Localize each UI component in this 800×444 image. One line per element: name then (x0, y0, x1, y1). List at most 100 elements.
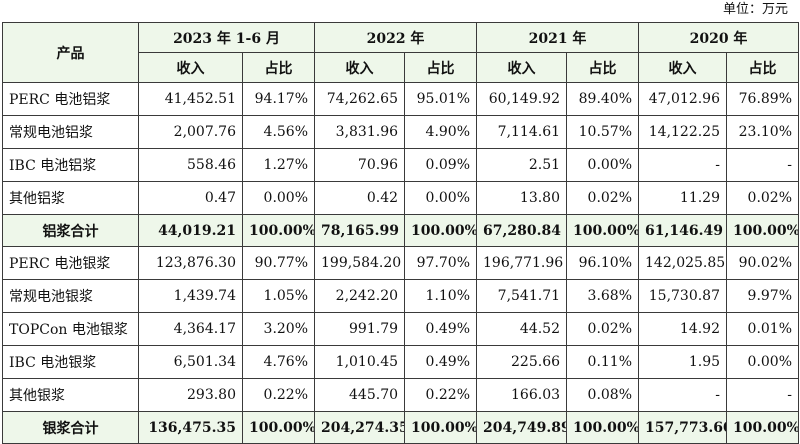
period-header: 2020 年 (638, 22, 800, 53)
unit-label: 单位：万元 (722, 2, 788, 17)
revenue-cell: 0.42 (314, 181, 406, 215)
table-row: 常规电池铝浆 2,007.76 4.56% 3,831.96 4.90% 7,114.61… (2, 115, 800, 149)
share-cell: 3.20% (241, 312, 316, 346)
table-row: 其他银浆 293.80 0.22% 445.70 0.22% 166.03 0.08% - - (2, 378, 800, 412)
revenue-table: 产品 2023 年 1-6 月 2022 年 2021 年 2020 年 收入 … (2, 22, 800, 444)
revenue-cell: 2.51 (476, 148, 568, 182)
revenue-header: 收入 (638, 52, 728, 83)
share-cell: 0.01% (726, 312, 800, 346)
share-cell: 100.00% (566, 411, 640, 444)
share-cell: 0.00% (726, 345, 800, 379)
revenue-cell: 2,007.76 (138, 115, 243, 149)
table-row: IBC 电池铝浆 558.46 1.27% 70.96 0.09% 2.51 0.00% - - (2, 148, 800, 182)
revenue-cell: 123,876.30 (138, 246, 243, 280)
share-cell: - (726, 378, 800, 412)
revenue-cell: 70.96 (314, 148, 406, 182)
revenue-cell: 196,771.96 (476, 246, 568, 280)
share-cell: 90.02% (726, 246, 800, 280)
share-cell: 90.77% (241, 246, 316, 280)
product-name-cell: 常规电池银浆 (2, 279, 139, 313)
share-cell: 0.00% (241, 181, 316, 215)
share-cell: 76.89% (726, 82, 800, 116)
product-name-cell: 铝浆合计 (2, 214, 139, 247)
share-cell: - (726, 148, 800, 182)
share-cell: 100.00% (241, 214, 316, 247)
share-cell: 95.01% (404, 82, 478, 116)
share-cell: 97.70% (404, 246, 478, 280)
revenue-cell: 44.52 (476, 312, 568, 346)
table-row: PERC 电池铝浆 41,452.51 94.17% 74,262.65 95.01% 6… (2, 82, 800, 116)
table-row: PERC 电池银浆 123,876.30 90.77% 199,584.20 97.70… (2, 246, 800, 280)
revenue-cell: 60,149.92 (476, 82, 568, 116)
share-cell: 96.10% (566, 246, 640, 280)
share-cell: 0.02% (566, 312, 640, 346)
revenue-cell: 6,501.34 (138, 345, 243, 379)
share-cell: 100.00% (404, 214, 478, 247)
revenue-cell: 991.79 (314, 312, 406, 346)
share-cell: 0.08% (566, 378, 640, 412)
revenue-cell: 4,364.17 (138, 312, 243, 346)
revenue-cell: 78,165.99 (314, 214, 406, 247)
revenue-cell: 1.95 (638, 345, 728, 379)
share-header: 占比 (241, 52, 316, 83)
subtotal-row: 铝浆合计 44,019.21 100.00% 78,165.99 100.00% 67,2… (2, 214, 800, 247)
share-header: 占比 (566, 52, 640, 83)
table-row: 其他铝浆 0.47 0.00% 0.42 0.00% 13.80 0.02% 11.29 0.0… (2, 181, 800, 215)
share-cell: 0.00% (404, 181, 478, 215)
share-cell: 3.68% (566, 279, 640, 313)
share-cell: 0.11% (566, 345, 640, 379)
revenue-cell: 74,262.65 (314, 82, 406, 116)
product-name-cell: IBC 电池银浆 (2, 345, 139, 379)
share-cell: 100.00% (726, 411, 800, 444)
subtotal-row: 银浆合计 136,475.35 100.00% 204,274.35 100.00% 20… (2, 411, 800, 444)
product-name-cell: 其他银浆 (2, 378, 139, 412)
revenue-header: 收入 (138, 52, 243, 83)
revenue-cell: - (638, 378, 728, 412)
period-header: 2022 年 (314, 22, 478, 53)
share-cell: 1.27% (241, 148, 316, 182)
revenue-cell: 11.29 (638, 181, 728, 215)
share-cell: 23.10% (726, 115, 800, 149)
revenue-cell: 15,730.87 (638, 279, 728, 313)
revenue-cell: 0.47 (138, 181, 243, 215)
product-name-cell: TOPCon 电池银浆 (2, 312, 139, 346)
share-cell: 0.02% (566, 181, 640, 215)
revenue-cell: 445.70 (314, 378, 406, 412)
revenue-cell: 204,274.35 (314, 411, 406, 444)
revenue-cell: 47,012.96 (638, 82, 728, 116)
revenue-cell: 558.46 (138, 148, 243, 182)
revenue-cell: 61,146.49 (638, 214, 728, 247)
revenue-cell: 14.92 (638, 312, 728, 346)
share-cell: 0.09% (404, 148, 478, 182)
share-cell: 100.00% (404, 411, 478, 444)
share-cell: 0.00% (566, 148, 640, 182)
revenue-cell: 7,541.71 (476, 279, 568, 313)
share-cell: 100.00% (726, 214, 800, 247)
header-row-periods: 产品 2023 年 1-6 月 2022 年 2021 年 2020 年 (2, 22, 800, 83)
revenue-header: 收入 (476, 52, 568, 83)
revenue-cell: - (638, 148, 728, 182)
revenue-cell: 14,122.25 (638, 115, 728, 149)
product-name-cell: 常规电池铝浆 (2, 115, 139, 149)
revenue-cell: 136,475.35 (138, 411, 243, 444)
table-row: 常规电池银浆 1,439.74 1.05% 2,242.20 1.10% 7,541.71… (2, 279, 800, 313)
revenue-cell: 13.80 (476, 181, 568, 215)
revenue-cell: 1,010.45 (314, 345, 406, 379)
share-cell: 0.22% (404, 378, 478, 412)
share-header: 占比 (726, 52, 800, 83)
share-cell: 89.40% (566, 82, 640, 116)
share-cell: 0.22% (241, 378, 316, 412)
period-header: 2023 年 1-6 月 (137, 22, 316, 53)
table-row: IBC 电池银浆 6,501.34 4.76% 1,010.45 0.49% 225.66… (2, 345, 800, 379)
share-cell: 1.05% (241, 279, 316, 313)
revenue-cell: 166.03 (476, 378, 568, 412)
revenue-header: 收入 (314, 52, 406, 83)
revenue-cell: 204,749.89 (476, 411, 568, 444)
product-name-cell: IBC 电池铝浆 (2, 148, 139, 182)
header-row-metrics: 收入 占比 收入 占比 收入 占比 收入 占比 (3, 52, 800, 83)
share-cell: 1.10% (404, 279, 478, 313)
revenue-cell: 293.80 (138, 378, 243, 412)
share-header: 占比 (404, 52, 478, 83)
revenue-cell: 142,025.85 (638, 246, 728, 280)
table-row: TOPCon 电池银浆 4,364.17 3.20% 991.79 0.49% 44.52… (2, 312, 800, 346)
